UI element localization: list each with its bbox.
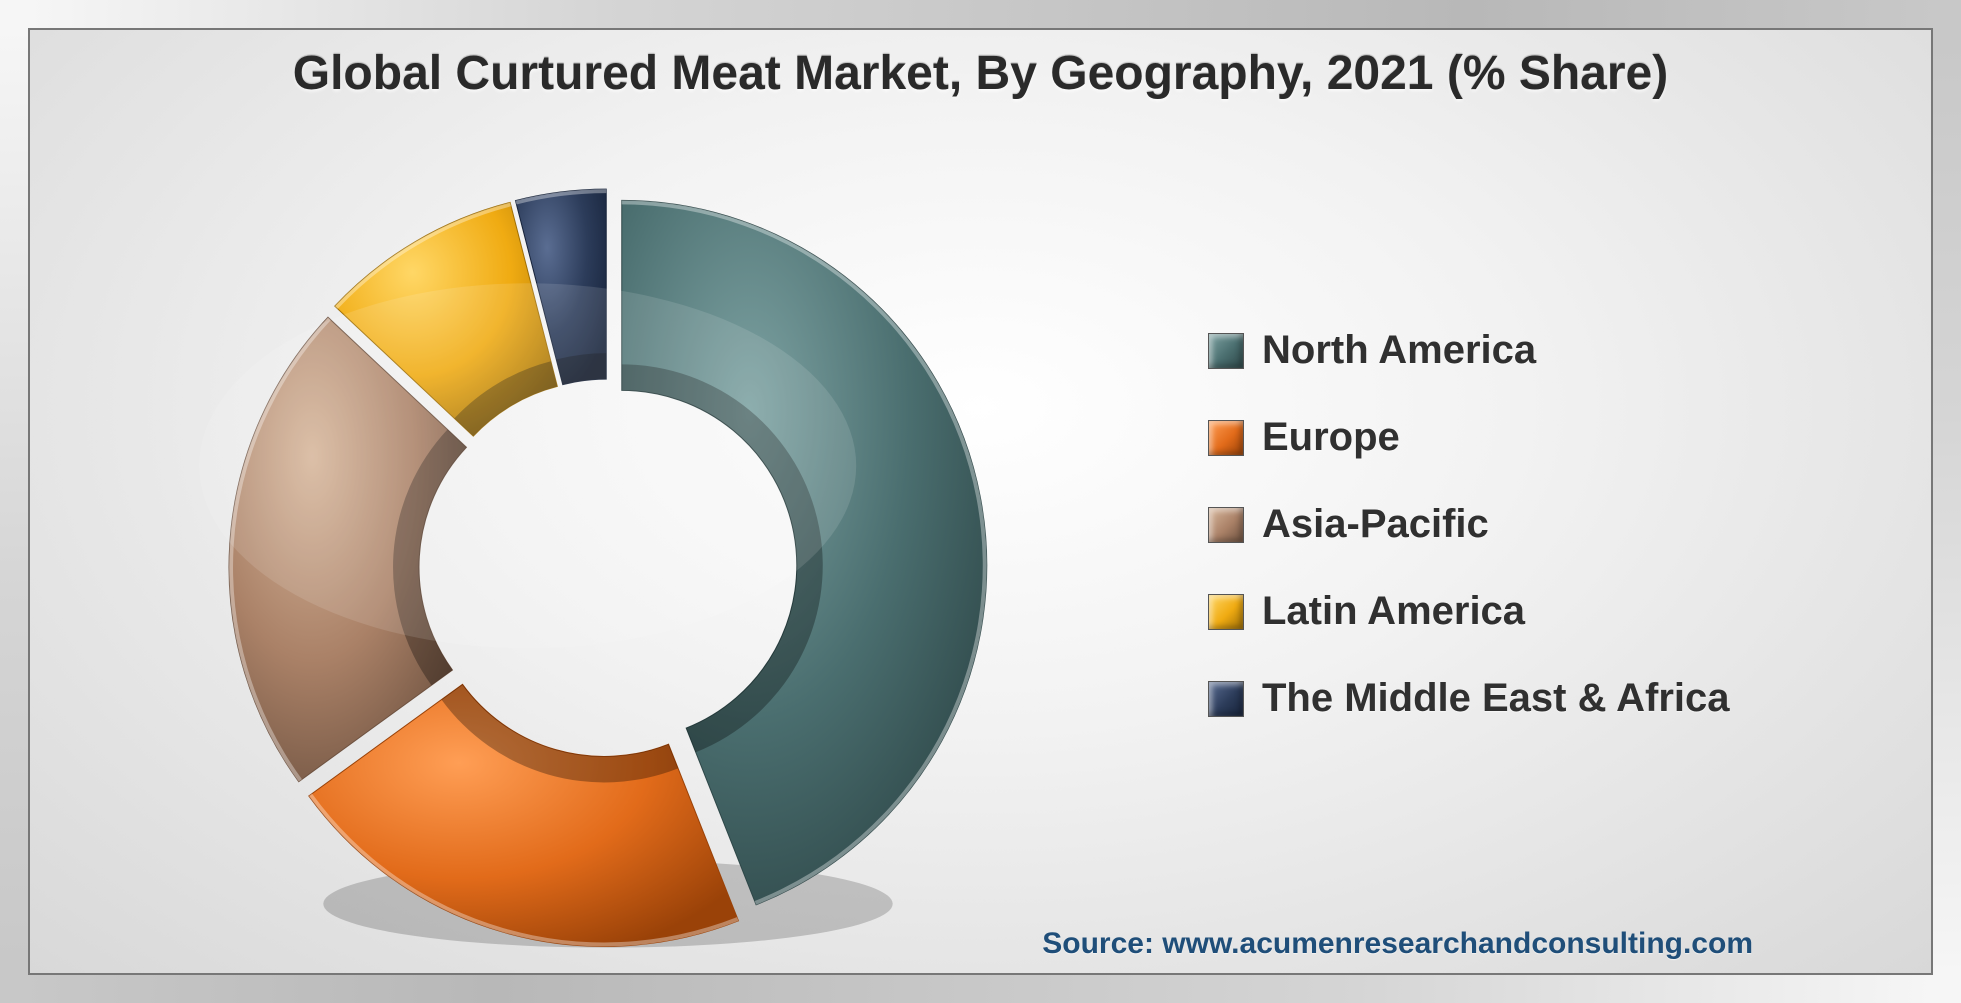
legend-item: Asia-Pacific — [1208, 502, 1730, 547]
legend-label: The Middle East & Africa — [1262, 676, 1730, 721]
legend-label: Europe — [1262, 415, 1400, 460]
legend-swatch — [1208, 507, 1244, 543]
legend-label: Asia-Pacific — [1262, 502, 1489, 547]
legend-swatch — [1208, 333, 1244, 369]
donut-chart-svg — [168, 158, 1048, 978]
legend: North America Europe Asia-Pacific Latin Ame… — [1208, 328, 1730, 721]
legend-item: Europe — [1208, 415, 1730, 460]
donut-chart — [168, 158, 1048, 978]
legend-label: North America — [1262, 328, 1536, 373]
chart-frame: Global Curtured Meat Market, By Geograph… — [0, 0, 1961, 1003]
legend-item: North America — [1208, 328, 1730, 373]
legend-label: Latin America — [1262, 589, 1525, 634]
donut-gloss — [199, 283, 856, 648]
chart-title: Global Curtured Meat Market, By Geograph… — [28, 46, 1933, 101]
legend-item: The Middle East & Africa — [1208, 676, 1730, 721]
source-url: www.acumenresearchandconsulting.com — [1162, 927, 1753, 960]
legend-item: Latin America — [1208, 589, 1730, 634]
legend-swatch — [1208, 594, 1244, 630]
legend-swatch — [1208, 420, 1244, 456]
source-label: Source: — [1042, 927, 1162, 960]
legend-swatch — [1208, 681, 1244, 717]
source-line: Source: www.acumenresearchandconsulting.… — [1042, 927, 1753, 961]
